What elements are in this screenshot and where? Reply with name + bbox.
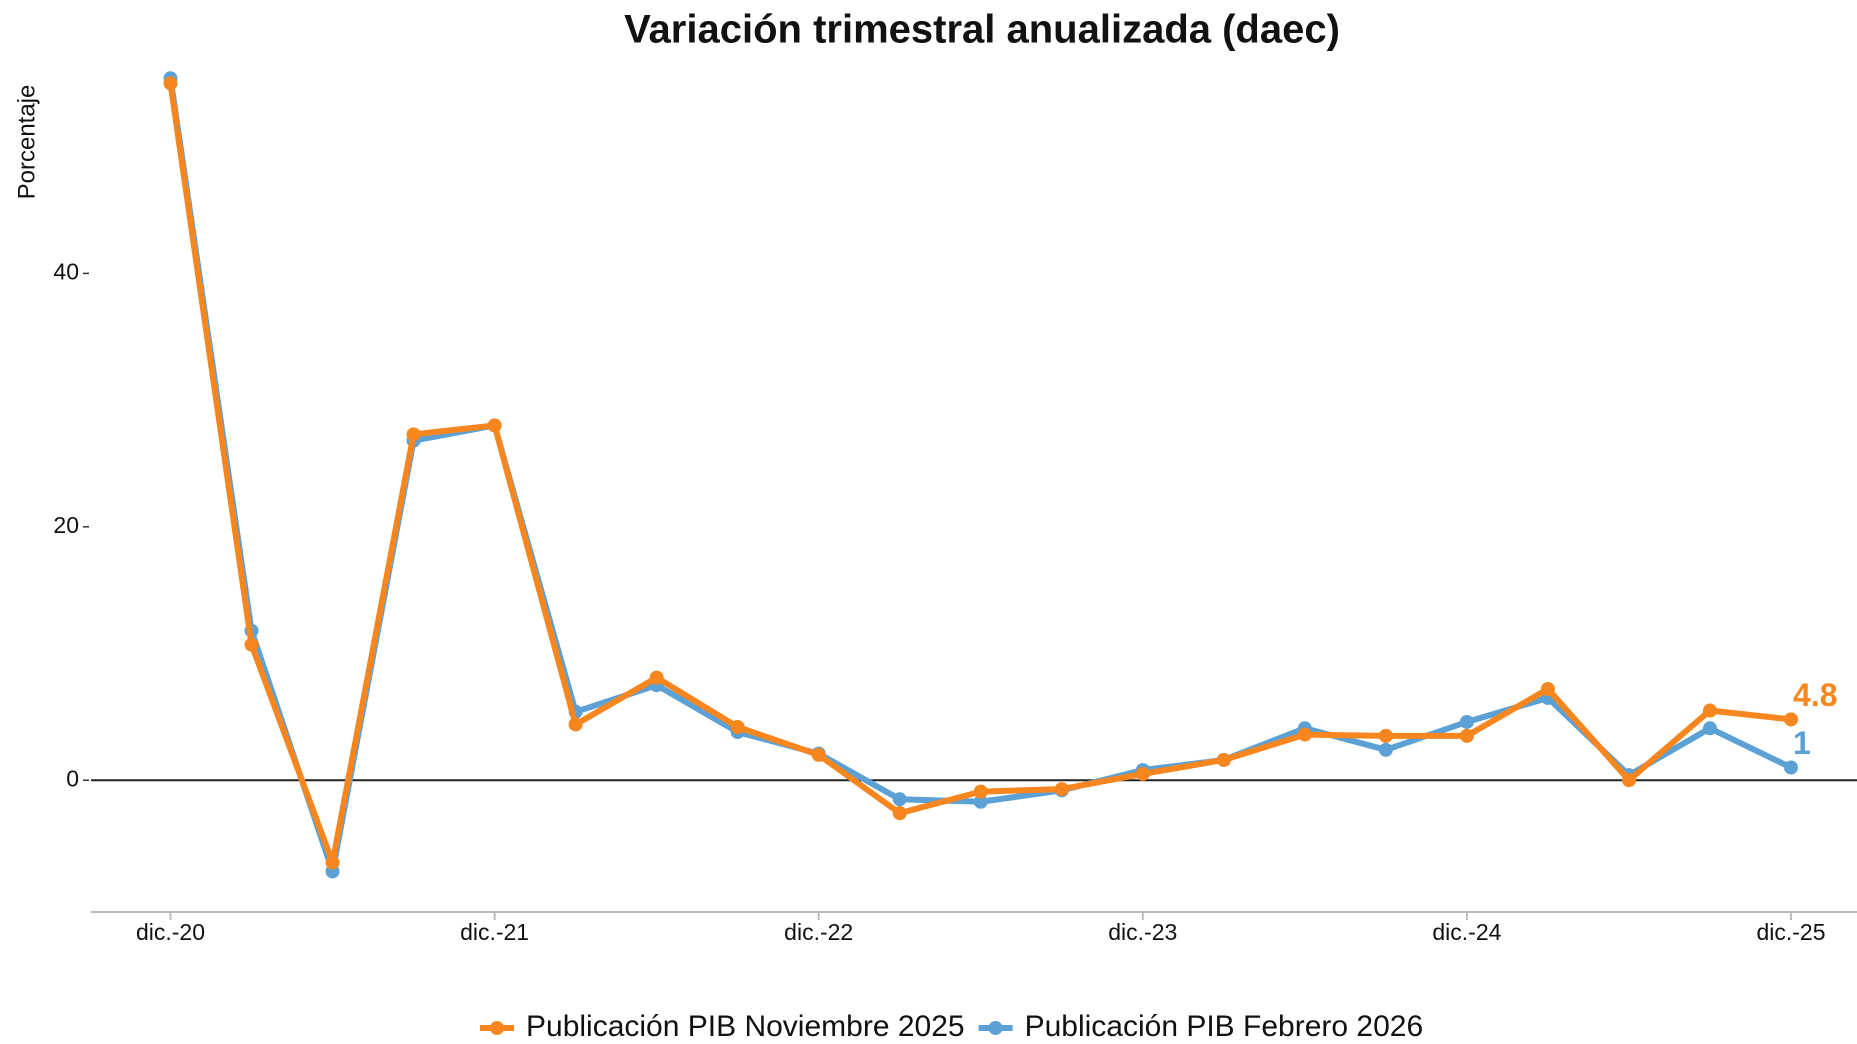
series-point [1540, 681, 1555, 696]
series-point [1459, 714, 1474, 729]
x-tick-label: dic.-20 [136, 919, 205, 945]
series-point [1702, 721, 1717, 736]
series-point [163, 76, 178, 91]
series-point [1459, 728, 1474, 743]
series-point [892, 792, 907, 807]
series-point [1054, 782, 1069, 797]
x-tick-label: dic.-21 [460, 919, 529, 945]
x-tick-label: dic.-22 [784, 919, 853, 945]
series-line [167, 77, 1793, 875]
legend-label: Publicación PIB Noviembre 2025 [526, 1010, 965, 1043]
y-tick-label: 40 [53, 258, 79, 284]
legend-marker [988, 1021, 1003, 1035]
chart-title: Variación trimestral anualizada (daec) [624, 8, 1340, 52]
series-point [730, 720, 745, 735]
series-point [244, 637, 259, 652]
series-point [1702, 703, 1717, 718]
legend-label: Publicación PIB Febrero 2026 [1025, 1010, 1424, 1043]
series-point [1216, 752, 1231, 767]
series-point [811, 747, 826, 762]
x-tick-label: dic.-23 [1108, 919, 1177, 945]
series-point [1784, 760, 1798, 775]
series-point [1297, 727, 1312, 742]
y-tick-label: 0 [66, 765, 79, 791]
series-line [167, 82, 1792, 866]
series-point [1378, 728, 1393, 743]
y-tick-label: 20 [53, 512, 79, 538]
end-value-label: 1 [1793, 725, 1811, 761]
series-point [406, 427, 421, 442]
series-point [1135, 766, 1150, 781]
series-point [1621, 773, 1636, 788]
series-point [1378, 742, 1393, 757]
x-tick-label: dic.-25 [1756, 919, 1825, 945]
series-point [649, 670, 664, 685]
series-point [568, 717, 583, 732]
y-axis-label: Porcentaje [13, 85, 40, 200]
x-tick-label: dic.-24 [1432, 919, 1501, 945]
series-point [973, 794, 988, 809]
legend-marker [490, 1021, 504, 1035]
end-value-label: 4.8 [1793, 677, 1837, 713]
series-point [973, 784, 988, 799]
series-point [487, 418, 502, 433]
series-point [325, 855, 340, 870]
series-point [892, 806, 907, 821]
series-point [1784, 712, 1798, 727]
